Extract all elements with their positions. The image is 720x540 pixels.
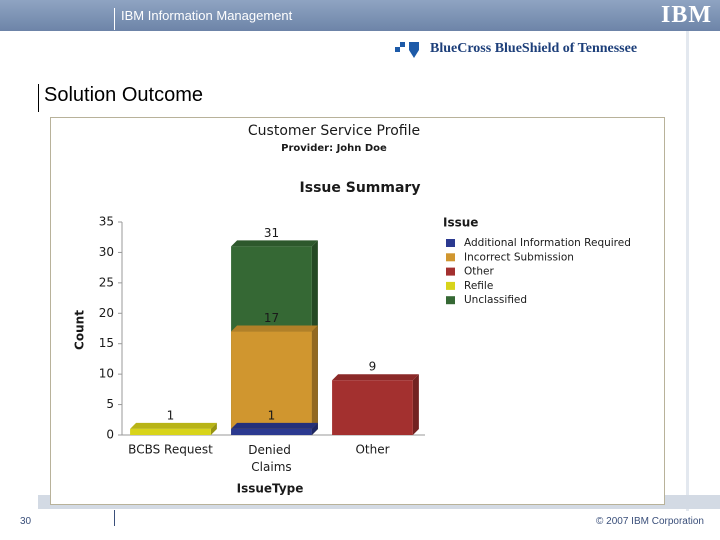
report-subtitle: Provider: John Doe [281, 143, 387, 154]
bar-top [231, 325, 318, 332]
copyright: © 2007 IBM Corporation [596, 516, 704, 527]
y-tick-label: 0 [106, 428, 114, 442]
x-tick-label: Denied Claims [248, 443, 294, 474]
bar-top [332, 374, 419, 381]
chart-title: Issue Summary [300, 180, 421, 196]
legend-swatch [446, 253, 455, 262]
decoration [686, 31, 689, 511]
y-tick-label: 10 [99, 367, 114, 381]
chart-frame [50, 117, 665, 505]
legend-label: Additional Information Required [464, 237, 631, 249]
report-title: Customer Service Profile [248, 123, 420, 139]
y-tick-label: 20 [99, 306, 114, 320]
legend-label: Unclassified [464, 294, 527, 306]
y-tick-label: 35 [99, 215, 114, 229]
data-label: 17 [264, 311, 279, 325]
y-tick-label: 15 [99, 336, 114, 350]
data-label: 1 [167, 408, 175, 422]
bar-side [311, 422, 318, 435]
separator [114, 510, 115, 526]
legend-label: Refile [464, 280, 493, 292]
bar-side [210, 422, 217, 435]
bar-top [231, 422, 318, 429]
x-tick-label: BCBS Request [128, 443, 213, 457]
bar-top [231, 240, 318, 247]
y-tick-label: 25 [99, 275, 114, 289]
header-text: IBM Information Management [121, 8, 293, 23]
legend-swatch [446, 239, 455, 247]
legend-swatch [446, 296, 455, 305]
slide-title: Solution Outcome [44, 84, 203, 106]
y-tick-label: 30 [99, 245, 114, 259]
bar [231, 331, 312, 435]
legend-label: Other [464, 266, 494, 278]
bar-side [311, 325, 318, 435]
top-bar [0, 0, 720, 31]
bar [130, 428, 211, 435]
page-number: 30 [20, 516, 32, 527]
data-label: 9 [369, 360, 377, 374]
y-axis-label: Count [73, 310, 87, 350]
legend-label: Incorrect Submission [464, 251, 574, 263]
legend-swatch [446, 281, 455, 290]
decoration [38, 84, 39, 112]
chart: Customer Service Profile Provider: John … [50, 117, 665, 505]
bar-side [412, 374, 419, 435]
bcbs-logo-icon [395, 42, 419, 58]
data-label: 1 [268, 408, 276, 422]
bar [231, 428, 312, 435]
separator [114, 8, 115, 30]
x-tick-label: Other [355, 443, 389, 457]
legend-swatch [446, 267, 455, 276]
bar [332, 380, 413, 435]
x-axis-label: IssueType [237, 482, 304, 496]
legend-title: Issue [443, 216, 478, 230]
company-name: BlueCross BlueShield of Tennessee [430, 41, 638, 56]
data-label: 31 [264, 226, 279, 240]
ibm-logo: IBM [661, 2, 712, 28]
y-tick-label: 5 [106, 397, 114, 411]
bar-top [130, 422, 217, 429]
